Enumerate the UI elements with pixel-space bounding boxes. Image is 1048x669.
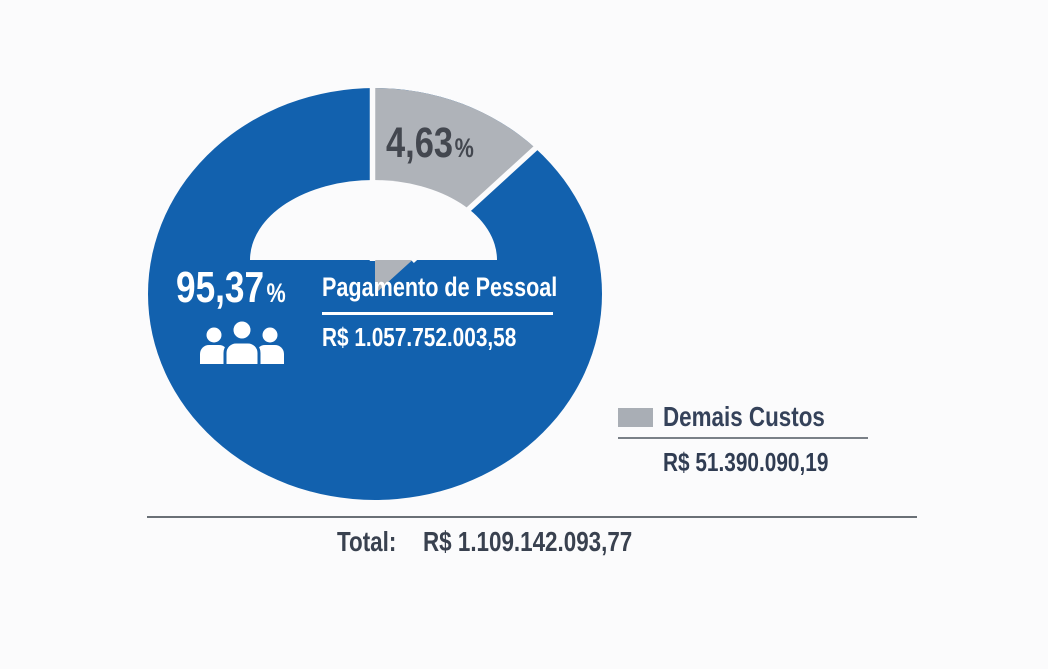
blue-slice-percent-value: 95,37 — [176, 263, 265, 312]
gray-slice-percent-value: 4,63 — [386, 119, 453, 167]
blue-slice-amount: R$ 1.057.752.003,58 — [322, 321, 517, 352]
total-line: Total: R$ 1.109.142.093,77 — [337, 528, 685, 556]
blue-slice-underline — [322, 312, 553, 315]
total-value: R$ 1.109.142.093,77 — [423, 526, 633, 557]
total-label: Total: — [337, 526, 397, 557]
legend-demais-custos: Demais Custos R$ 51.390.090,19 — [618, 403, 870, 475]
blue-slice-name: Pagamento de Pessoal — [322, 272, 558, 302]
blue-slice-info: Pagamento de Pessoal R$ 1.057.752.003,58 — [322, 274, 616, 350]
legend-label: Demais Custos — [663, 401, 825, 432]
legend-swatch — [618, 408, 653, 427]
legend-underline — [618, 437, 868, 439]
gray-slice-percent-label: 4,63% — [386, 122, 474, 165]
total-divider-line — [147, 516, 917, 518]
people-group-icon — [199, 318, 285, 376]
blue-slice-percent-label: 95,37% — [176, 266, 286, 310]
blue-slice-percent-symbol: % — [266, 278, 286, 308]
gray-slice-percent-symbol: % — [454, 133, 474, 163]
donut-hole — [250, 180, 497, 260]
legend-amount: R$ 51.390.090,19 — [663, 447, 829, 477]
